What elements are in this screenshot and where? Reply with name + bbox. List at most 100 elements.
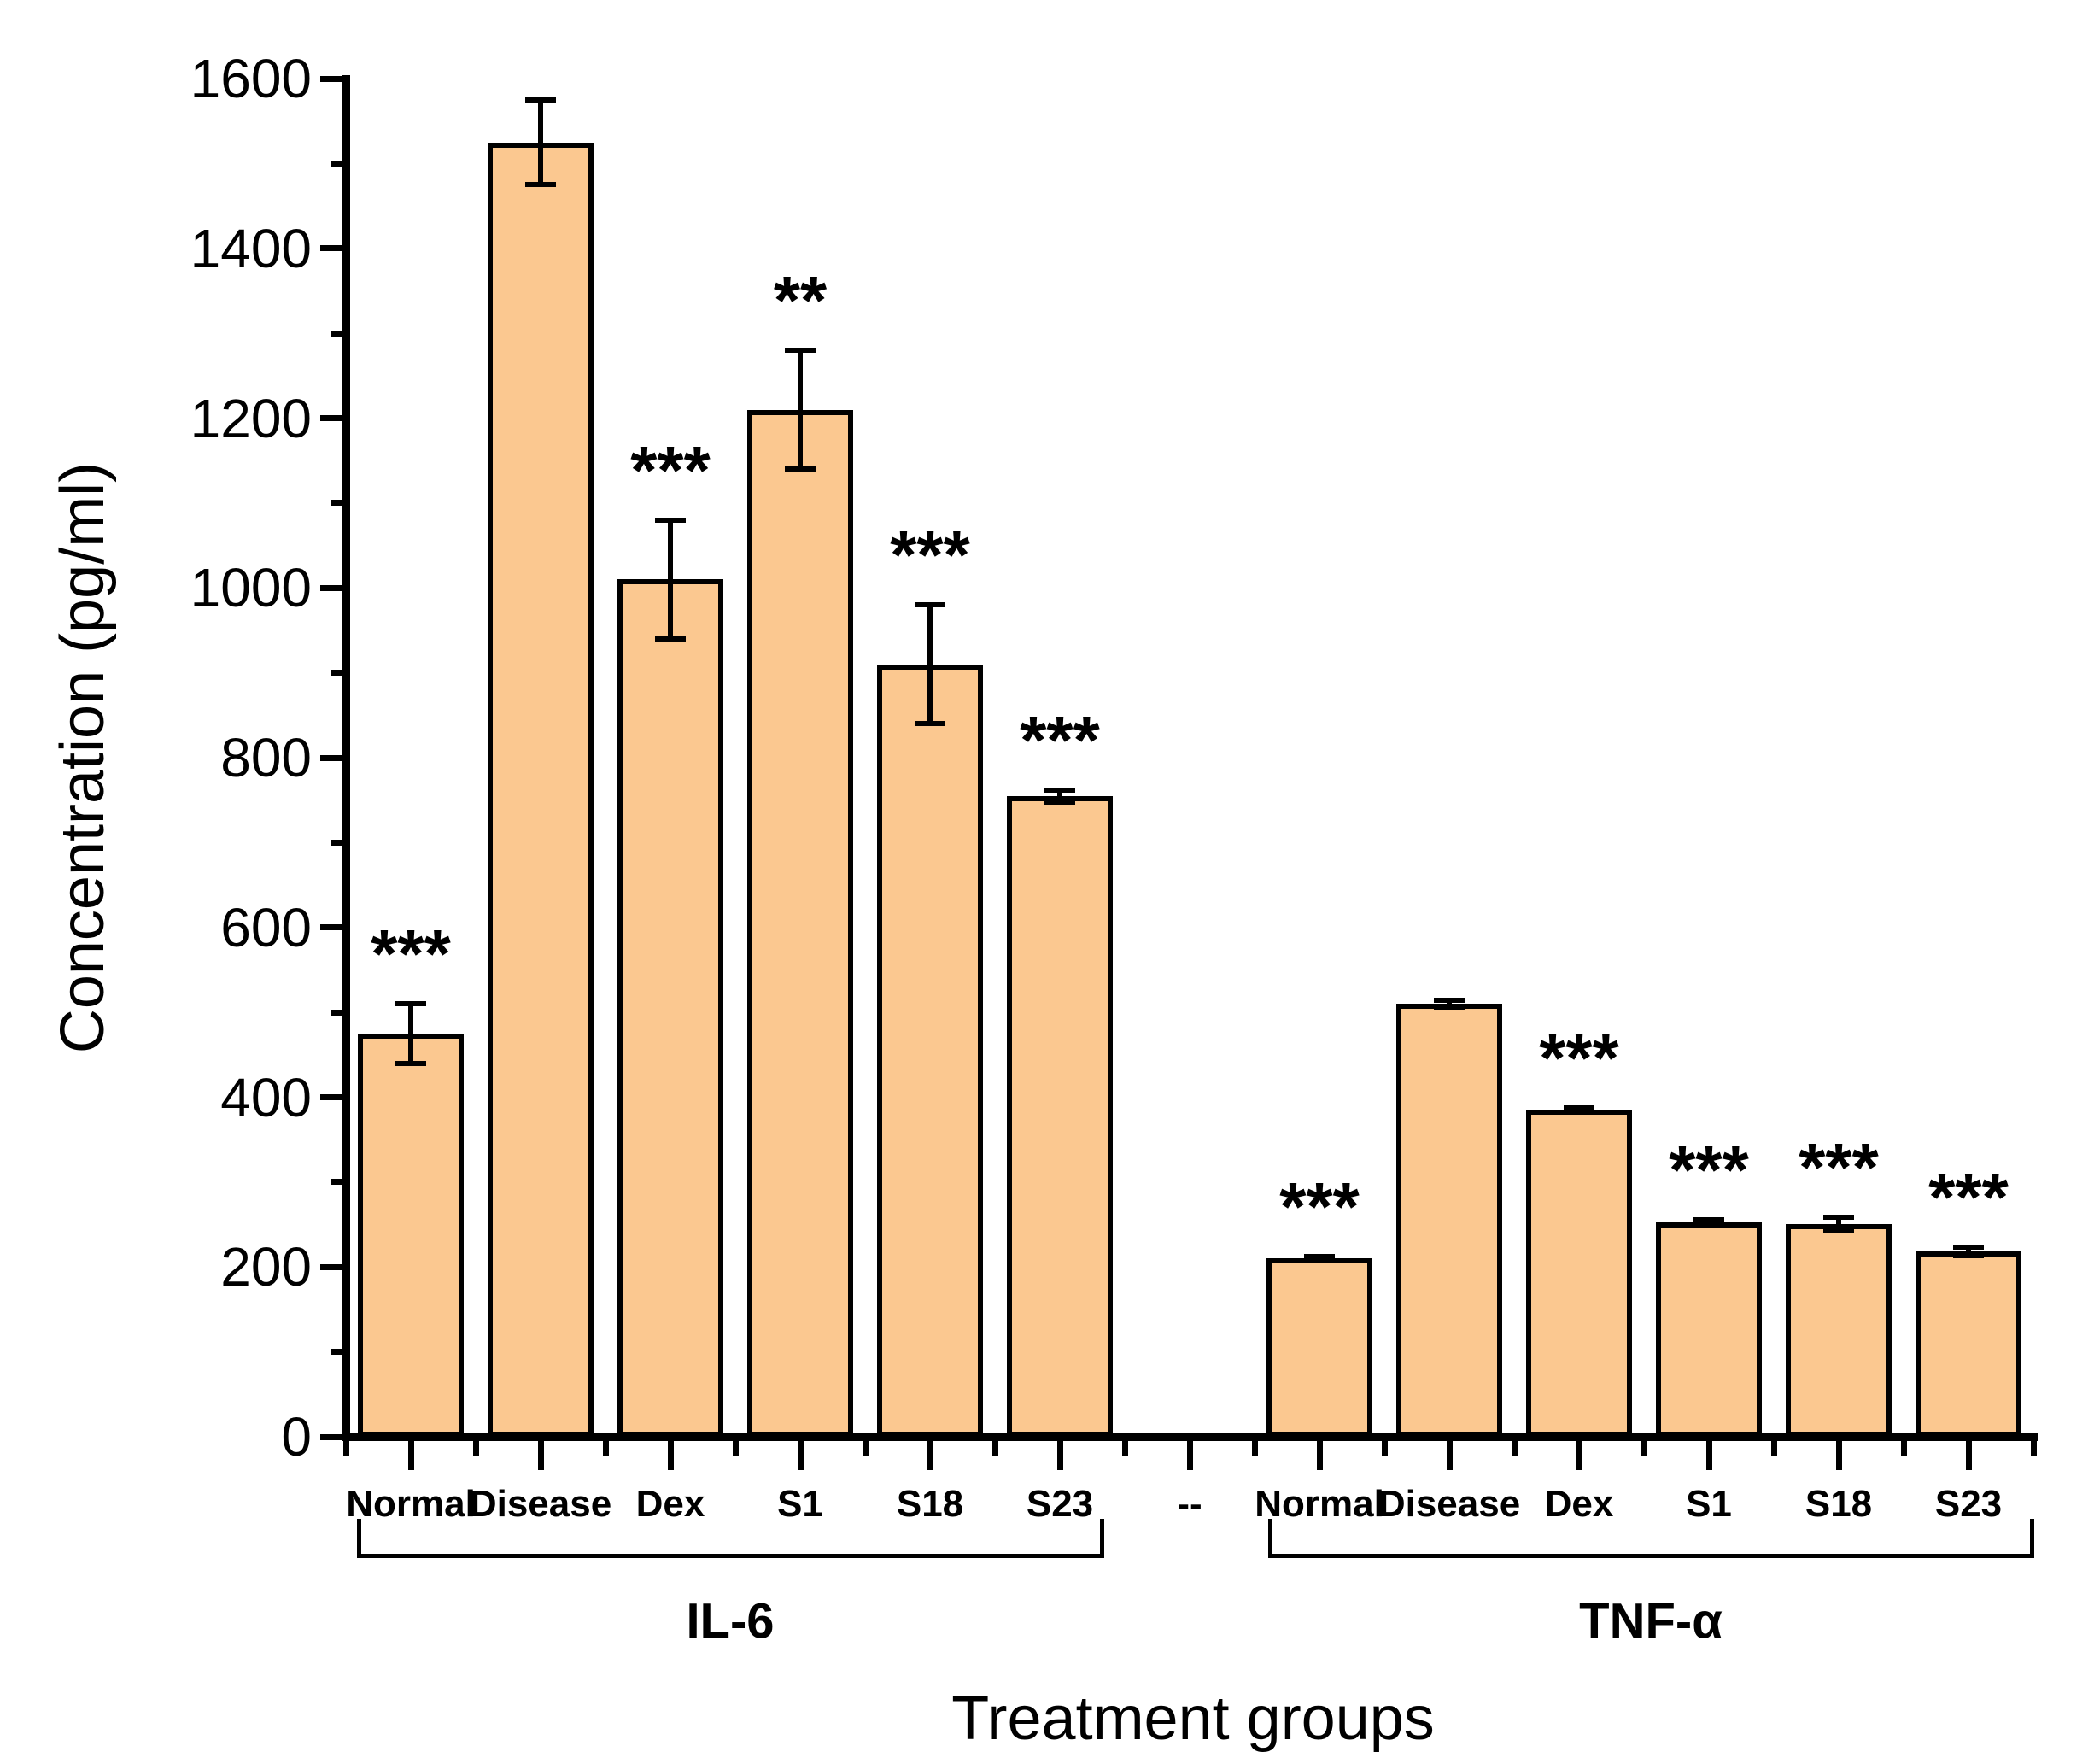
x-axis-center-tick	[1186, 1441, 1193, 1470]
error-bar-bottom-cap-il6-dex	[655, 636, 686, 642]
tnf-group-bracket	[1268, 1519, 2034, 1558]
y-tick-label: 0	[281, 1406, 312, 1468]
error-bar-line-il6-s23	[1057, 789, 1062, 802]
y-axis-minor-tick	[331, 1009, 346, 1016]
significance-stars-il6-s23: ***	[1020, 701, 1100, 778]
x-axis-boundary-tick	[1900, 1441, 1907, 1456]
x-axis-center-tick	[1316, 1441, 1323, 1470]
y-axis-major-tick	[320, 1433, 346, 1440]
error-bar-top-cap-tnf-dex	[1564, 1105, 1594, 1111]
bar-tnf-normal	[1266, 1258, 1372, 1437]
error-bar-top-cap-tnf-s23	[1953, 1245, 1984, 1251]
category-label: Dex	[1544, 1483, 1614, 1525]
error-bar-line-il6-dex	[668, 519, 673, 639]
bar-tnf-disease	[1396, 1004, 1502, 1437]
y-axis-minor-tick	[331, 500, 346, 507]
category-label: S18	[896, 1483, 964, 1525]
significance-stars-il6-dex: ***	[630, 431, 711, 508]
y-axis-major-tick	[320, 415, 346, 421]
error-bar-line-tnf-s18	[1836, 1216, 1841, 1231]
error-bar-bottom-cap-il6-s23	[1044, 799, 1075, 805]
category-label: Normal	[1255, 1483, 1384, 1525]
bar-tnf-dex	[1526, 1110, 1632, 1437]
y-axis-minor-tick	[331, 839, 346, 846]
x-axis-center-tick	[1056, 1441, 1063, 1470]
y-axis-major-tick	[320, 584, 346, 591]
y-tick-label: 1000	[190, 557, 312, 619]
x-axis-boundary-tick	[732, 1441, 739, 1456]
x-axis-center-tick	[927, 1441, 933, 1470]
category-label: S23	[1934, 1483, 2003, 1525]
x-axis-center-tick	[1835, 1441, 1842, 1470]
y-tick-label: 1400	[190, 217, 312, 279]
y-axis-minor-tick	[331, 1179, 346, 1186]
significance-stars-tnf-s23: ***	[1928, 1159, 2009, 1236]
error-bar-bottom-cap-tnf-dex	[1564, 1109, 1594, 1115]
y-axis-major-tick	[320, 75, 346, 82]
bar-tnf-s1	[1656, 1222, 1762, 1437]
error-bar-bottom-cap-il6-s18	[915, 721, 945, 727]
category-label: S18	[1805, 1483, 1873, 1525]
y-axis-minor-tick	[331, 1349, 346, 1356]
y-axis-major-tick	[320, 245, 346, 252]
x-axis-boundary-tick	[992, 1441, 998, 1456]
y-tick-label: 200	[220, 1236, 312, 1298]
category-label: Normal	[346, 1483, 476, 1525]
category-label: S1	[1686, 1483, 1732, 1525]
error-bar-top-cap-il6-dex	[655, 517, 686, 523]
error-bar-top-cap-il6-s18	[915, 602, 945, 608]
error-bar-top-cap-tnf-normal	[1304, 1254, 1335, 1260]
x-axis-center-tick	[667, 1441, 674, 1470]
y-tick-label: 400	[220, 1066, 312, 1128]
y-axis-major-tick	[320, 754, 346, 761]
error-bar-top-cap-tnf-s1	[1693, 1216, 1724, 1222]
y-axis-line	[342, 75, 350, 1441]
error-bar-top-cap-il6-s1	[785, 348, 816, 353]
x-axis-boundary-tick	[1381, 1441, 1388, 1456]
significance-stars-tnf-s18: ***	[1799, 1128, 1879, 1205]
y-axis-minor-tick	[331, 330, 346, 337]
x-axis-center-tick	[1576, 1441, 1582, 1470]
category-label: S1	[777, 1483, 823, 1525]
y-tick-label: 800	[220, 727, 312, 788]
x-axis-boundary-tick	[862, 1441, 869, 1456]
y-axis-minor-tick	[331, 670, 346, 677]
error-bar-bottom-cap-tnf-disease	[1434, 1005, 1465, 1011]
bar-il6-s1	[747, 409, 853, 1437]
error-bar-top-cap-il6-s23	[1044, 787, 1075, 793]
bar-il6-s18	[877, 664, 983, 1437]
bar-tnf-s18	[1786, 1223, 1892, 1437]
group-label-tnf: TNF-α	[1579, 1593, 1723, 1649]
category-label: Disease	[469, 1483, 612, 1525]
x-axis-boundary-tick	[1511, 1441, 1518, 1456]
y-tick-label: 1200	[190, 387, 312, 449]
error-bar-bottom-cap-il6-disease	[525, 182, 556, 188]
y-axis-major-tick	[320, 1094, 346, 1100]
error-bar-bottom-cap-tnf-normal	[1304, 1257, 1335, 1263]
x-axis-boundary-tick	[1641, 1441, 1647, 1456]
error-bar-line-il6-disease	[538, 99, 543, 185]
bar-il6-normal	[358, 1033, 464, 1437]
bar-il6-disease	[488, 142, 594, 1437]
x-axis-center-tick	[1965, 1441, 1972, 1470]
bar-tnf-s23	[1916, 1251, 2021, 1437]
significance-stars-tnf-normal: ***	[1279, 1169, 1360, 1245]
x-axis-line	[342, 1433, 2038, 1441]
y-axis-minor-tick	[331, 160, 346, 167]
error-bar-bottom-cap-il6-normal	[395, 1060, 426, 1066]
x-axis-boundary-tick	[472, 1441, 479, 1456]
error-bar-bottom-cap-tnf-s18	[1823, 1228, 1854, 1233]
x-axis-boundary-tick	[342, 1441, 349, 1456]
category-label: Disease	[1378, 1483, 1521, 1525]
category-label: Dex	[635, 1483, 705, 1525]
x-axis-boundary-tick	[602, 1441, 609, 1456]
significance-stars-tnf-s1: ***	[1669, 1131, 1749, 1208]
error-bar-top-cap-tnf-s18	[1823, 1214, 1854, 1220]
significance-stars-tnf-dex: ***	[1539, 1020, 1619, 1097]
error-bar-top-cap-tnf-disease	[1434, 998, 1465, 1004]
significance-stars-il6-s18: ***	[890, 517, 970, 594]
x-axis-boundary-tick	[1251, 1441, 1258, 1456]
bar-il6-s23	[1007, 795, 1113, 1437]
